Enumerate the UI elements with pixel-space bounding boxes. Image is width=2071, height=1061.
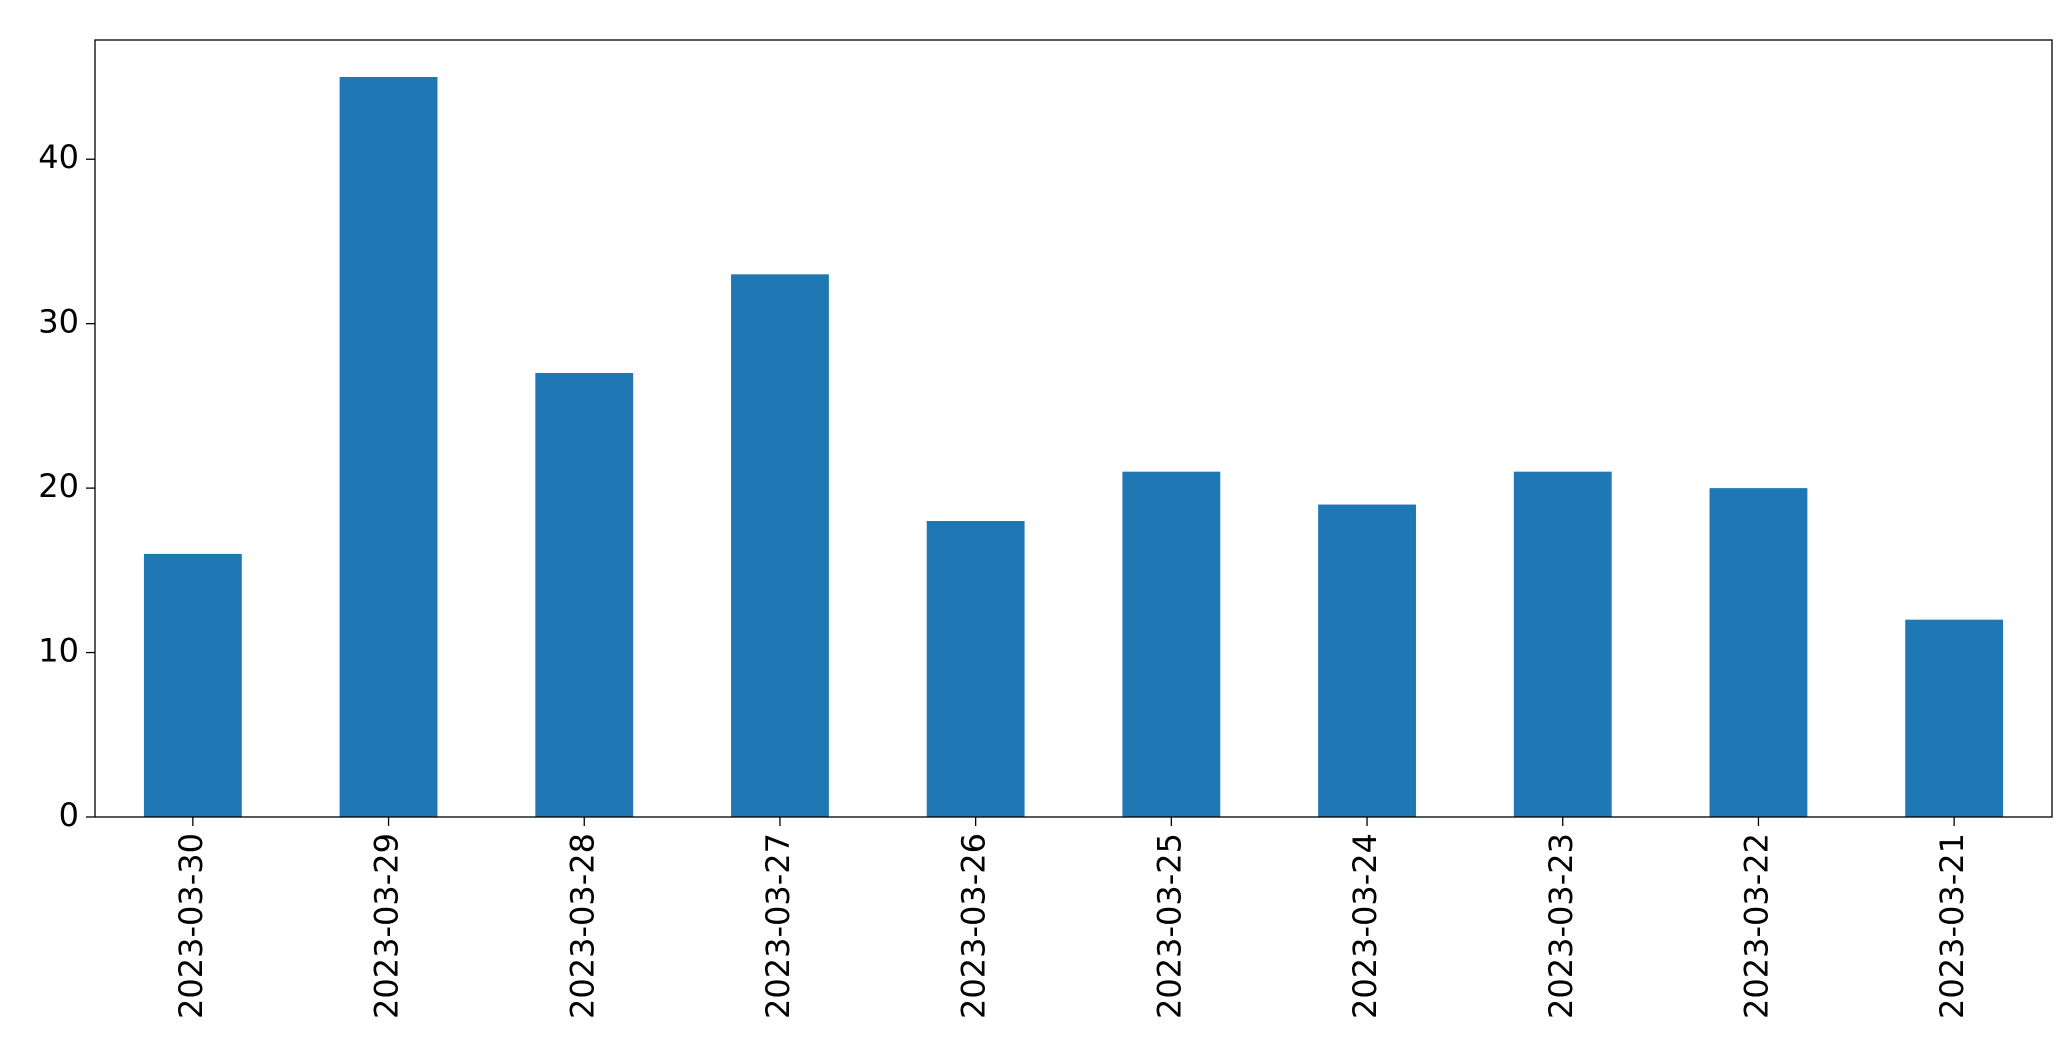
x-tick-label: 2023-03-22	[1737, 833, 1775, 1019]
bar	[143, 553, 242, 817]
x-tick-label: 2023-03-21	[1933, 833, 1971, 1019]
bar	[1122, 471, 1221, 817]
bar	[1905, 619, 2004, 817]
x-tick-label: 2023-03-23	[1542, 833, 1580, 1019]
y-tick-label: 10	[38, 632, 79, 670]
x-tick-label: 2023-03-30	[172, 833, 210, 1019]
x-tick-label: 2023-03-28	[563, 833, 601, 1019]
bar	[926, 521, 1025, 817]
bar	[339, 77, 438, 817]
y-tick-label: 20	[38, 467, 79, 505]
bar	[1709, 488, 1808, 817]
bar	[731, 274, 829, 817]
x-tick-label: 2023-03-25	[1150, 833, 1188, 1019]
y-tick-label: 30	[38, 303, 79, 341]
x-tick-label: 2023-03-26	[955, 833, 993, 1019]
bar	[1513, 471, 1612, 817]
x-tick-label: 2023-03-24	[1346, 833, 1384, 1019]
bar	[535, 373, 634, 817]
plot-frame	[94, 39, 2053, 818]
y-tick-label: 0	[59, 796, 79, 834]
bar	[1318, 504, 1416, 817]
x-tick-label: 2023-03-27	[759, 833, 797, 1019]
x-tick-label: 2023-03-29	[368, 833, 406, 1019]
y-tick-label: 40	[38, 138, 79, 176]
